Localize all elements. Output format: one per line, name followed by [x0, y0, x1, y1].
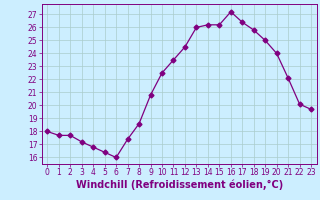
X-axis label: Windchill (Refroidissement éolien,°C): Windchill (Refroidissement éolien,°C)	[76, 180, 283, 190]
